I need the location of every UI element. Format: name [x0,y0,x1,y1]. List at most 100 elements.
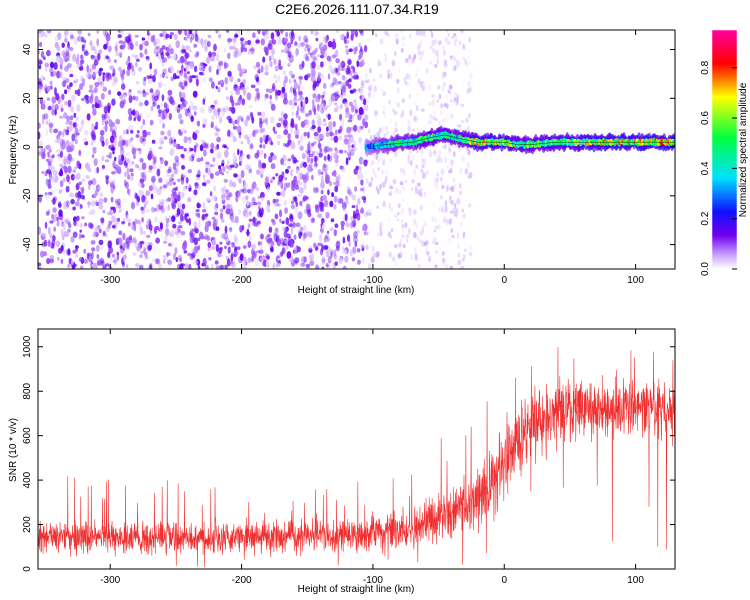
noise-cell [329,153,334,158]
noise-cell [170,76,175,82]
noise-cell [85,175,90,179]
noise-cell [194,34,199,42]
noise-cell [68,192,74,198]
noise-cell [276,134,282,139]
noise-cell [343,35,347,45]
noise-cell [322,224,326,230]
noise-cell [139,43,143,51]
noise-cell [218,33,222,39]
noise-cell [280,92,284,99]
noise-cell [320,103,325,108]
noise-cell [262,144,266,149]
noise-cell [185,177,189,184]
sparse-cell [402,243,406,249]
noise-cell [105,177,109,185]
noise-cell [90,130,96,138]
colorbar-gradient [712,30,737,269]
noise-cell [363,104,369,112]
noise-cell [215,244,219,252]
noise-cell [158,146,163,150]
noise-cell [253,129,259,134]
noise-cell [152,94,156,103]
sparse-cell [370,83,374,87]
noise-cell [145,55,150,60]
noise-cell [321,94,325,99]
noise-cell [226,159,230,168]
noise-cell [179,257,183,263]
noise-cell [130,129,134,134]
noise-cell [176,59,181,64]
noise-cell [117,91,122,96]
sparse-cell [405,234,410,239]
noise-cell [322,90,327,97]
noise-cell [304,56,310,62]
noise-cell [224,77,229,85]
sparse-cell [369,135,373,141]
noise-cell [315,266,318,269]
noise-cell [219,208,224,212]
noise-cell [94,95,99,104]
noise-cell [325,262,329,268]
sparse-cell [450,228,454,233]
noise-cell [46,158,50,162]
noise-cell [347,119,353,123]
sparse-cell [440,168,445,176]
noise-cell [300,41,305,47]
noise-cell [62,81,66,87]
noise-cell [183,79,188,87]
noise-cell [219,253,223,258]
noise-cell [310,217,315,224]
noise-cell [206,263,209,269]
sparse-cell [457,242,460,250]
noise-cell [166,218,170,223]
noise-cell [40,147,44,154]
noise-cell [76,104,81,112]
noise-cell [303,131,308,137]
noise-cell [48,178,51,185]
noise-cell [274,65,279,72]
snr-ylabel: SNR (10 * v/v) [8,418,19,482]
sparse-cell [394,33,398,38]
noise-cell [129,222,134,228]
y-tick-label: -40 [22,237,33,252]
sparse-cell [462,254,466,259]
noise-cell [208,65,212,73]
sparse-cell [441,145,446,150]
noise-cell [174,247,178,255]
noise-cell [163,102,168,109]
noise-cell [80,119,85,126]
noise-cell [335,58,340,64]
noise-cell [290,168,294,173]
noise-cell [160,140,164,145]
sparse-cell [368,212,372,217]
noise-cell [102,72,106,76]
noise-cell [237,191,242,200]
sparse-cell [462,233,466,239]
noise-cell [73,175,79,180]
x-tick-label: -300 [100,575,120,586]
noise-cell [330,251,333,259]
noise-cell [348,134,351,140]
noise-cell [60,104,64,108]
noise-cell [111,215,116,223]
sparse-cell [450,114,454,118]
noise-cell [73,36,78,45]
noise-cell [352,66,356,74]
noise-cell [145,190,150,197]
noise-cell [285,168,289,174]
noise-cell [159,186,163,190]
sparse-cell [432,109,437,117]
noise-cell [110,135,115,144]
noise-cell [257,111,262,116]
noise-cell [138,182,144,188]
noise-cell [315,112,321,120]
sparse-cell [413,115,416,123]
noise-cell [210,148,214,154]
noise-cell [243,245,247,249]
noise-cell [204,264,209,269]
noise-cell [342,202,346,210]
noise-cell [314,204,319,209]
noise-cell [267,42,272,48]
noise-cell [241,68,246,73]
noise-cell [200,64,205,71]
